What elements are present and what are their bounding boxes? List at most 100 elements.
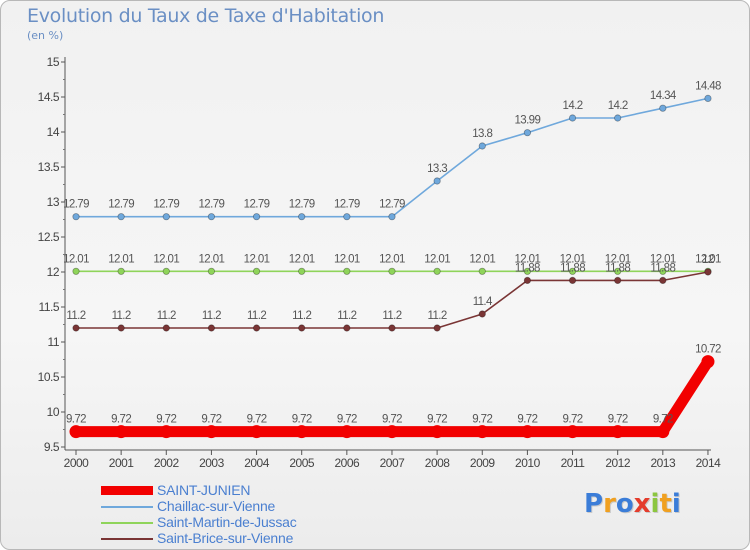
data-point-chaillac-sur-vienne — [207, 213, 216, 221]
legend-item-saint-martin-de-jussac: Saint-Martin-de-Jussac — [101, 514, 361, 531]
logo-letter: i — [650, 489, 660, 519]
data-label-saint-brice-sur-vienne: 11.2 — [66, 310, 85, 322]
data-label-saint-martin-de-jussac: 12.01 — [650, 253, 676, 265]
data-point-chaillac-sur-vienne — [343, 213, 351, 221]
data-point-saint-brice-sur-vienne — [117, 324, 125, 332]
logo-letter: o — [615, 489, 634, 519]
x-tick-label: 2010 — [515, 456, 541, 470]
data-label-saint-junien: 9.72 — [653, 414, 673, 426]
data-label-saint-martin-de-jussac: 12.01 — [469, 253, 495, 265]
data-label-saint-brice-sur-vienne: 12 — [702, 254, 714, 266]
data-point-saint-junien — [520, 425, 534, 439]
logo-letter: i — [671, 489, 681, 519]
data-label-chaillac-sur-vienne: 12.79 — [379, 199, 405, 211]
data-point-chaillac-sur-vienne — [433, 177, 441, 185]
data-label-saint-junien: 9.72 — [472, 414, 492, 426]
data-label-saint-martin-de-jussac: 12.01 — [379, 253, 405, 265]
legend-label-saint-junien: SAINT-JUNIEN — [157, 482, 251, 498]
data-point-saint-martin-de-jussac — [343, 267, 351, 275]
data-point-saint-brice-sur-vienne — [343, 324, 351, 332]
data-point-chaillac-sur-vienne — [117, 213, 125, 221]
legend-swatch-chaillac-sur-vienne — [101, 506, 153, 508]
data-point-chaillac-sur-vienne — [388, 213, 396, 221]
data-label-saint-brice-sur-vienne: 11.2 — [157, 310, 176, 322]
data-label-saint-brice-sur-vienne: 11.88 — [650, 262, 675, 274]
data-label-saint-brice-sur-vienne: 11.2 — [292, 310, 311, 322]
data-point-saint-brice-sur-vienne — [298, 324, 306, 332]
y-tick-label: 14.5 — [38, 90, 60, 104]
legend-label-chaillac-sur-vienne: Chaillac-sur-Vienne — [157, 498, 276, 514]
data-point-saint-junien — [656, 425, 670, 439]
legend-swatch-saint-martin-de-jussac — [101, 522, 153, 524]
logo-letter: r — [603, 489, 616, 519]
data-label-saint-junien: 9.72 — [517, 414, 537, 426]
data-label-saint-martin-de-jussac: 12.01 — [108, 253, 134, 265]
x-tick-label: 2000 — [64, 456, 90, 470]
data-point-saint-brice-sur-vienne — [162, 324, 170, 332]
data-label-saint-junien: 9.72 — [66, 414, 86, 426]
x-tick-label: 2005 — [289, 456, 315, 470]
data-label-chaillac-sur-vienne: 13.3 — [427, 163, 447, 175]
data-label-saint-martin-de-jussac: 12.01 — [289, 253, 315, 265]
data-point-saint-junien — [295, 425, 309, 439]
data-point-saint-martin-de-jussac — [252, 267, 261, 275]
data-point-saint-brice-sur-vienne — [659, 276, 667, 284]
data-label-saint-brice-sur-vienne: 11.88 — [605, 262, 630, 274]
data-label-saint-junien: 9.72 — [156, 414, 176, 426]
x-tick-label: 2002 — [154, 456, 180, 470]
y-tick-label: 9.5 — [44, 440, 60, 454]
data-label-saint-brice-sur-vienne: 11.4 — [473, 296, 493, 308]
data-label-saint-martin-de-jussac: 12.01 — [605, 253, 631, 265]
data-label-saint-martin-de-jussac: 12.01 — [244, 253, 270, 265]
data-point-saint-martin-de-jussac — [207, 267, 216, 275]
data-label-chaillac-sur-vienne: 12.79 — [108, 199, 134, 211]
data-label-saint-martin-de-jussac: 12.01 — [424, 253, 450, 265]
data-label-saint-martin-de-jussac: 12.01 — [153, 253, 179, 265]
data-point-saint-martin-de-jussac — [523, 267, 532, 275]
data-point-saint-brice-sur-vienne — [388, 324, 396, 332]
data-label-chaillac-sur-vienne: 12.79 — [199, 199, 225, 211]
y-tick-label: 12.5 — [38, 230, 60, 244]
data-point-saint-junien — [701, 355, 715, 369]
x-tick-label: 2001 — [109, 456, 135, 470]
data-label-saint-martin-de-jussac: 12.01 — [63, 253, 89, 265]
data-point-chaillac-sur-vienne — [523, 129, 532, 137]
chart-unit-label: (en %) — [27, 29, 64, 42]
x-tick-label: 2003 — [199, 456, 225, 470]
legend-item-saint-brice-sur-vienne: Saint-Brice-sur-Vienne — [101, 530, 361, 547]
x-tick-label: 2009 — [470, 456, 496, 470]
y-tick-label: 12 — [47, 265, 60, 279]
data-label-saint-brice-sur-vienne: 11.2 — [112, 310, 131, 322]
data-point-saint-junien — [566, 425, 580, 439]
data-point-chaillac-sur-vienne — [162, 213, 170, 221]
data-label-saint-martin-de-jussac: 12.01 — [515, 253, 541, 265]
chart-title: Evolution du Taux de Taxe d'Habitation — [27, 5, 385, 27]
data-point-chaillac-sur-vienne — [72, 213, 80, 221]
data-label-saint-brice-sur-vienne: 11.2 — [382, 310, 401, 322]
data-point-saint-junien — [611, 425, 625, 439]
data-point-saint-martin-de-jussac — [433, 267, 441, 275]
data-label-chaillac-sur-vienne: 14.48 — [695, 80, 721, 92]
x-tick-label: 2007 — [380, 456, 406, 470]
data-point-saint-martin-de-jussac — [568, 267, 577, 275]
data-point-saint-junien — [385, 425, 399, 439]
data-point-saint-junien — [69, 425, 83, 439]
data-point-saint-brice-sur-vienne — [704, 268, 712, 276]
data-label-saint-junien: 9.72 — [201, 414, 221, 426]
data-label-saint-junien: 9.72 — [563, 414, 583, 426]
data-label-chaillac-sur-vienne: 12.79 — [334, 199, 360, 211]
data-label-saint-junien: 9.72 — [292, 414, 312, 426]
data-label-chaillac-sur-vienne: 12.79 — [153, 199, 179, 211]
legend-item-chaillac-sur-vienne: Chaillac-sur-Vienne — [101, 498, 361, 515]
data-point-chaillac-sur-vienne — [659, 104, 667, 112]
y-tick-label: 15 — [47, 55, 60, 69]
data-point-saint-brice-sur-vienne — [72, 324, 80, 332]
data-point-chaillac-sur-vienne — [568, 114, 577, 122]
data-point-saint-brice-sur-vienne — [614, 276, 622, 284]
data-point-saint-junien — [475, 425, 489, 439]
data-label-chaillac-sur-vienne: 12.79 — [289, 199, 315, 211]
data-label-saint-brice-sur-vienne: 11.88 — [515, 262, 540, 274]
data-point-saint-martin-de-jussac — [117, 267, 125, 275]
data-point-chaillac-sur-vienne — [298, 213, 306, 221]
